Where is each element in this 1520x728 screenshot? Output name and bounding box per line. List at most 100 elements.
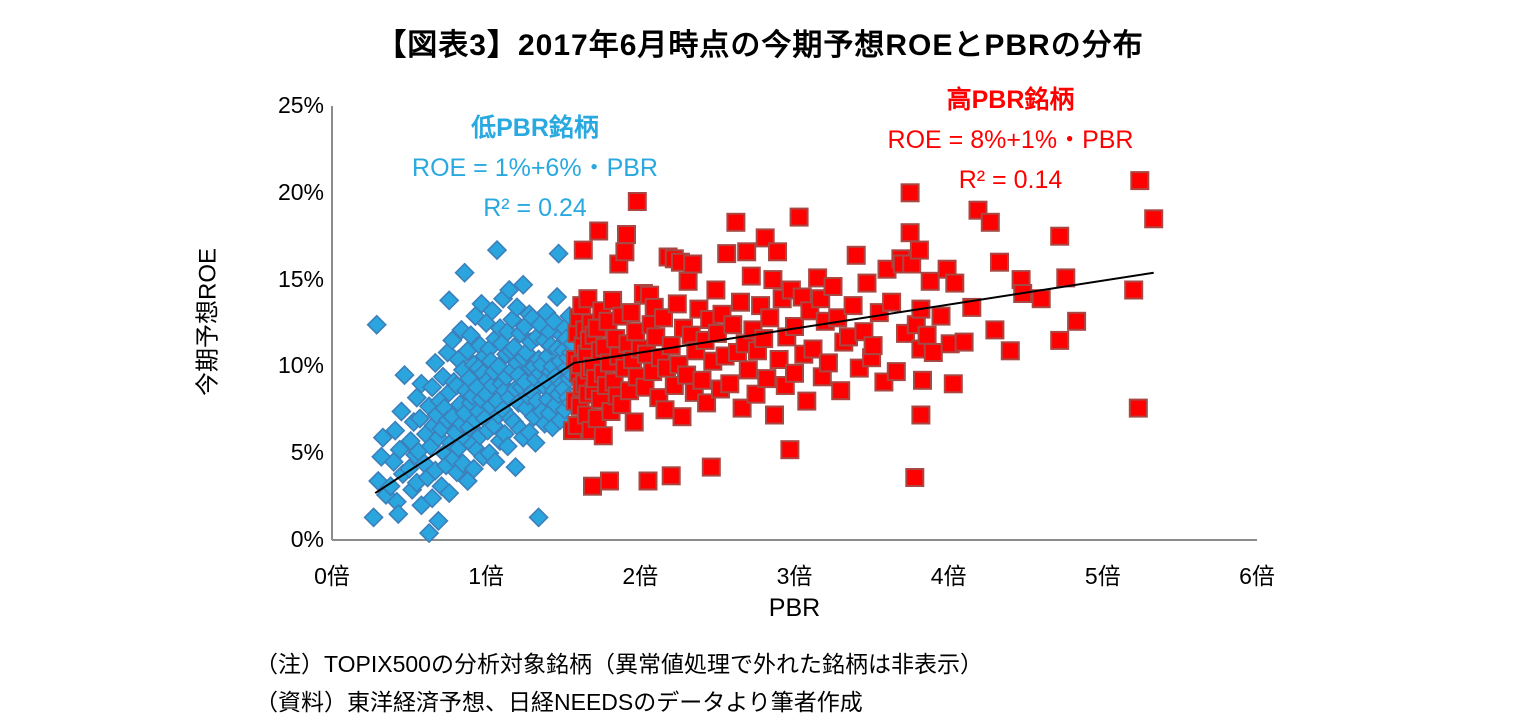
data-point-high-pbr	[627, 192, 647, 211]
data-point-high-pbr	[789, 207, 809, 227]
data-point-high-pbr	[617, 225, 636, 244]
annotation-high-pbr: 高PBR銘柄 ROE = 8%+1%・PBR R² = 0.14	[848, 80, 1173, 200]
annotation-low-pbr: 低PBR銘柄 ROE = 1%+6%・PBR R² = 0.24	[375, 108, 695, 228]
data-point-high-pbr	[803, 339, 823, 359]
data-point-high-pbr	[621, 303, 641, 323]
data-point-high-pbr	[920, 271, 940, 291]
data-point-high-pbr	[780, 440, 800, 460]
x-tick-label: 1倍	[468, 563, 505, 589]
data-point-high-pbr	[882, 292, 902, 312]
data-point-low-pbr	[460, 325, 481, 346]
data-point-high-pbr	[900, 183, 920, 203]
data-point-high-pbr	[678, 271, 698, 291]
annotation-low-pbr-equation: ROE = 1%+6%・PBR	[412, 154, 658, 182]
data-point-high-pbr	[905, 468, 925, 487]
trend-line	[374, 271, 1154, 494]
data-point-high-pbr	[726, 212, 746, 232]
data-point-high-pbr	[985, 320, 1005, 340]
data-point-low-pbr	[366, 314, 387, 335]
data-point-high-pbr	[945, 273, 965, 293]
data-point-high-pbr	[818, 353, 838, 373]
data-point-low-pbr	[363, 507, 384, 528]
scatter-plot	[331, 106, 1257, 544]
data-point-low-pbr	[463, 458, 484, 479]
data-point-low-pbr	[454, 262, 475, 283]
y-tick-label: 20%	[277, 178, 324, 205]
data-point-high-pbr	[1000, 341, 1020, 361]
data-point-high-pbr	[589, 221, 609, 241]
data-point-high-pbr	[624, 412, 644, 432]
data-point-high-pbr	[667, 294, 687, 314]
data-point-low-pbr	[380, 476, 401, 497]
data-point-high-pbr	[701, 457, 721, 477]
y-axis-title: 今期予想ROE	[194, 247, 222, 397]
data-point-high-pbr	[655, 400, 675, 420]
y-tick-label: 0%	[290, 526, 324, 552]
data-point-low-pbr	[497, 436, 518, 457]
data-point-high-pbr	[857, 273, 877, 293]
data-point-high-pbr	[661, 336, 681, 356]
note-line-2: （資料）東洋経済予想、日経NEEDSのデータより筆者作成	[255, 689, 863, 715]
data-point-high-pbr	[1128, 398, 1148, 418]
data-point-high-pbr	[785, 363, 804, 383]
data-point-high-pbr	[654, 308, 673, 328]
data-point-high-pbr	[831, 381, 851, 401]
x-tick-label: 5倍	[1084, 563, 1121, 589]
data-point-high-pbr	[755, 228, 775, 248]
data-point-high-pbr	[732, 398, 752, 418]
annotation-low-pbr-name: 低PBR銘柄	[471, 114, 599, 142]
data-point-high-pbr	[954, 332, 974, 352]
data-point-high-pbr	[843, 296, 863, 316]
y-tick-label: 5%	[290, 439, 324, 466]
data-point-high-pbr	[757, 369, 777, 389]
data-point-high-pbr	[1144, 209, 1164, 229]
data-point-low-pbr	[385, 420, 406, 441]
data-point-high-pbr	[765, 405, 784, 425]
data-point-low-pbr	[442, 330, 463, 351]
data-point-high-pbr	[583, 476, 602, 496]
data-point-high-pbr	[768, 242, 787, 262]
data-point-high-pbr	[863, 336, 883, 356]
data-point-high-pbr	[909, 240, 929, 260]
data-point-high-pbr	[593, 426, 613, 446]
data-point-low-pbr	[422, 377, 443, 398]
footnotes: （注）TOPIX500の分析対象銘柄（異常値処理で外れた銘柄は非表示） （資料）…	[255, 645, 983, 721]
data-point-low-pbr	[482, 300, 503, 321]
data-point-low-pbr	[486, 239, 508, 261]
data-point-high-pbr	[917, 325, 937, 345]
data-point-low-pbr	[372, 427, 394, 448]
x-axis-title: PBR	[768, 594, 821, 622]
data-point-low-pbr	[428, 510, 449, 532]
data-point-low-pbr	[425, 352, 446, 374]
y-tick-label: 25%	[277, 92, 324, 118]
data-point-high-pbr	[990, 252, 1009, 272]
data-point-high-pbr	[706, 280, 726, 300]
data-point-high-pbr	[1124, 280, 1144, 300]
data-point-low-pbr	[409, 408, 431, 429]
data-point-high-pbr	[1056, 268, 1076, 288]
data-point-high-pbr	[760, 308, 780, 328]
data-point-high-pbr	[1050, 226, 1070, 246]
data-point-high-pbr	[923, 343, 943, 362]
data-point-low-pbr	[418, 522, 440, 544]
data-point-low-pbr	[394, 364, 415, 386]
data-point-high-pbr	[980, 212, 1000, 232]
data-point-high-pbr	[573, 240, 593, 260]
data-point-low-pbr	[422, 488, 443, 509]
data-point-high-pbr	[931, 306, 951, 326]
data-point-low-pbr	[389, 439, 410, 460]
data-point-high-pbr	[738, 360, 758, 380]
annotation-high-pbr-r2: R² = 0.14	[958, 166, 1063, 194]
data-point-high-pbr	[1031, 289, 1051, 309]
data-point-low-pbr	[546, 286, 568, 308]
data-point-low-pbr	[439, 290, 460, 311]
data-point-high-pbr	[737, 242, 757, 262]
x-tick-label: 0倍	[314, 563, 350, 589]
data-point-high-pbr	[720, 374, 740, 394]
data-point-high-pbr	[911, 405, 931, 425]
x-tick-label: 4倍	[930, 563, 967, 589]
data-point-low-pbr	[525, 432, 546, 453]
data-point-high-pbr	[900, 223, 920, 243]
data-point-high-pbr	[578, 289, 598, 309]
data-point-high-pbr	[697, 393, 717, 413]
